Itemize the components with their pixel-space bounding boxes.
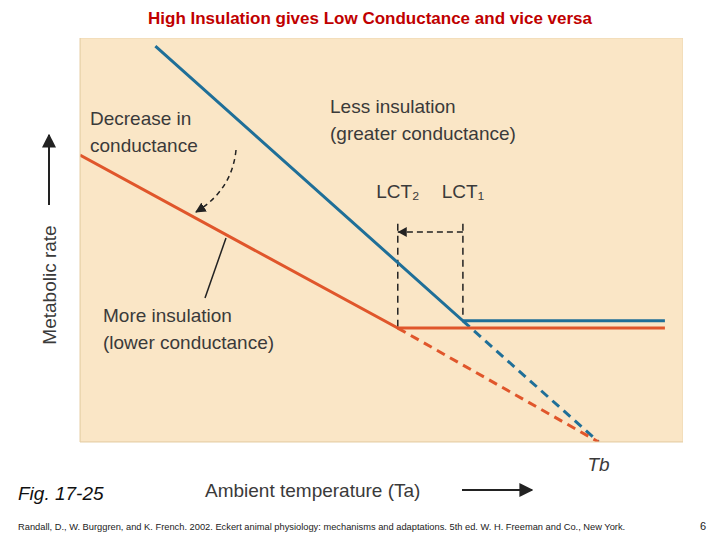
svg-text:conductance: conductance — [90, 135, 198, 156]
svg-text:Tb: Tb — [587, 454, 609, 475]
svg-text:(lower conductance): (lower conductance) — [103, 332, 274, 353]
svg-text:LCT₂: LCT₂ — [376, 181, 419, 202]
svg-text:(greater conductance): (greater conductance) — [330, 123, 516, 144]
svg-text:Ambient temperature (Ta): Ambient temperature (Ta) — [205, 480, 420, 501]
svg-text:More insulation: More insulation — [103, 305, 232, 326]
svg-text:High Insulation gives Low Cond: High Insulation gives Low Conductance an… — [148, 9, 593, 28]
svg-text:Less insulation: Less insulation — [330, 96, 456, 117]
svg-text:Fig. 17-25: Fig. 17-25 — [18, 483, 104, 504]
svg-text:LCT₁: LCT₁ — [442, 181, 484, 202]
svg-text:Decrease in: Decrease in — [90, 108, 191, 129]
svg-text:Randall, D., W. Burggren, and: Randall, D., W. Burggren, and K. French.… — [18, 522, 625, 532]
svg-text:Metabolic rate: Metabolic rate — [39, 225, 60, 344]
svg-text:6: 6 — [700, 520, 706, 532]
